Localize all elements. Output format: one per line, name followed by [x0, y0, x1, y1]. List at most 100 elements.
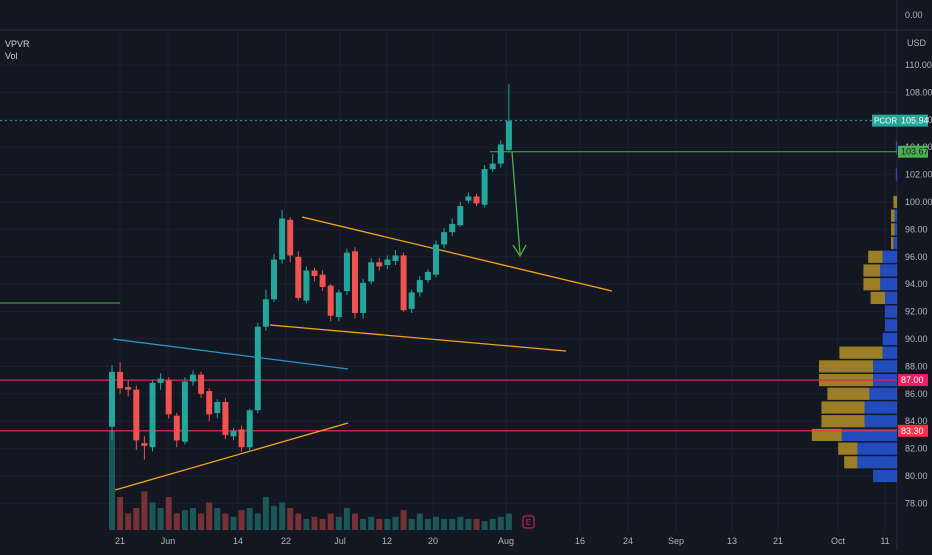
- candle-body[interactable]: [424, 271, 431, 281]
- trendline[interactable]: [301, 216, 613, 292]
- earnings-letter: E: [526, 518, 531, 527]
- candle-body[interactable]: [198, 374, 205, 394]
- volume-profile-down: [893, 237, 897, 250]
- candle-body[interactable]: [230, 430, 237, 437]
- trendline[interactable]: [112, 338, 349, 370]
- candle-body[interactable]: [190, 374, 196, 382]
- candle-body[interactable]: [319, 274, 326, 287]
- candle-body[interactable]: [165, 380, 172, 415]
- candle-body[interactable]: [327, 285, 334, 316]
- candle-body[interactable]: [149, 382, 156, 448]
- candle-body[interactable]: [368, 262, 375, 282]
- volume-bar: [465, 519, 472, 530]
- volume-profile-up: [844, 456, 858, 469]
- candle-body[interactable]: [214, 402, 221, 413]
- y-tick-label: 86.00: [905, 389, 928, 399]
- volume-profile-down: [880, 264, 897, 277]
- candle-body[interactable]: [352, 251, 358, 313]
- volume-bar: [457, 516, 464, 530]
- volume-profile-down: [885, 291, 897, 304]
- candle-body[interactable]: [465, 196, 472, 201]
- volume-bar: [141, 491, 148, 530]
- candle-body[interactable]: [157, 378, 164, 383]
- volume-profile-down: [894, 209, 897, 222]
- candle-body[interactable]: [133, 389, 140, 441]
- volume-profile-up: [821, 401, 865, 414]
- candle-body[interactable]: [433, 244, 439, 275]
- candle-body[interactable]: [117, 371, 124, 389]
- candle-body[interactable]: [457, 206, 464, 226]
- candle-body[interactable]: [408, 292, 415, 309]
- candle-body[interactable]: [449, 223, 456, 233]
- y-tick-label: 102.00: [905, 170, 932, 180]
- candle-body[interactable]: [206, 391, 213, 415]
- candle-body[interactable]: [109, 371, 115, 427]
- candle-body[interactable]: [271, 259, 277, 300]
- volume-profile-up: [893, 195, 897, 209]
- volume-profile-down: [864, 401, 897, 414]
- candle-body[interactable]: [222, 402, 229, 435]
- candle-body[interactable]: [287, 219, 294, 256]
- trendline[interactable]: [269, 324, 567, 352]
- candle-body[interactable]: [481, 169, 488, 205]
- y-tick-label: 92.00: [905, 307, 928, 317]
- candle-body[interactable]: [125, 386, 132, 390]
- candle-body[interactable]: [335, 292, 342, 318]
- candle-body[interactable]: [254, 326, 261, 411]
- candle-body[interactable]: [473, 196, 480, 204]
- top-pane-tick: 0.00: [905, 10, 923, 20]
- volume-bar: [295, 513, 302, 530]
- candle-body[interactable]: [181, 381, 188, 442]
- candle-body[interactable]: [295, 256, 302, 298]
- volume-bar: [352, 513, 358, 530]
- candle-body[interactable]: [392, 255, 399, 261]
- volume-profile-down: [895, 141, 897, 154]
- candle-body[interactable]: [238, 429, 245, 448]
- volume-bar: [489, 519, 496, 530]
- arrow-line[interactable]: [511, 151, 521, 255]
- y-tick-label: 90.00: [905, 334, 928, 344]
- vol-label[interactable]: Vol: [5, 51, 18, 61]
- volume-profile-down: [882, 332, 897, 346]
- candle-body[interactable]: [343, 252, 350, 292]
- earnings-marker[interactable]: E: [522, 515, 535, 529]
- trendline[interactable]: [114, 422, 349, 491]
- x-tick-label: 16: [575, 536, 585, 546]
- candle-body[interactable]: [400, 255, 407, 311]
- y-tick-label: 84.00: [905, 416, 928, 426]
- candle-body[interactable]: [497, 144, 504, 164]
- volume-profile-down: [882, 250, 897, 263]
- volume-bar: [246, 508, 253, 530]
- y-tick-label: 82.00: [905, 444, 928, 454]
- candle-body[interactable]: [360, 282, 367, 313]
- volume-profile-up: [863, 278, 881, 291]
- volume-profile-down: [894, 223, 897, 236]
- candle-body[interactable]: [141, 443, 148, 446]
- x-tick-label: Oct: [831, 536, 846, 546]
- volume-bar: [165, 497, 172, 530]
- candle-body[interactable]: [489, 163, 496, 170]
- volume-bar: [198, 513, 205, 530]
- volume-bar: [125, 513, 132, 530]
- candle-body[interactable]: [505, 121, 512, 150]
- candle-body[interactable]: [246, 410, 253, 448]
- candle-body[interactable]: [262, 299, 269, 327]
- volume-bar: [505, 513, 512, 530]
- candle-body[interactable]: [376, 262, 383, 267]
- volume-bar: [327, 513, 334, 530]
- volume-bar: [181, 510, 188, 530]
- candle-body[interactable]: [311, 270, 318, 276]
- candle-body[interactable]: [173, 415, 180, 441]
- y-tick-label: 88.00: [905, 361, 928, 371]
- candle-body[interactable]: [416, 280, 423, 293]
- candle-body[interactable]: [279, 218, 286, 260]
- candle-body[interactable]: [441, 232, 448, 245]
- x-tick-label: 22: [281, 536, 291, 546]
- volume-bar: [408, 519, 415, 530]
- candle-body[interactable]: [303, 270, 310, 301]
- candle-body[interactable]: [384, 259, 391, 266]
- vpvr-label[interactable]: VPVR: [5, 39, 30, 49]
- y-tick-label: 108.00: [905, 87, 932, 97]
